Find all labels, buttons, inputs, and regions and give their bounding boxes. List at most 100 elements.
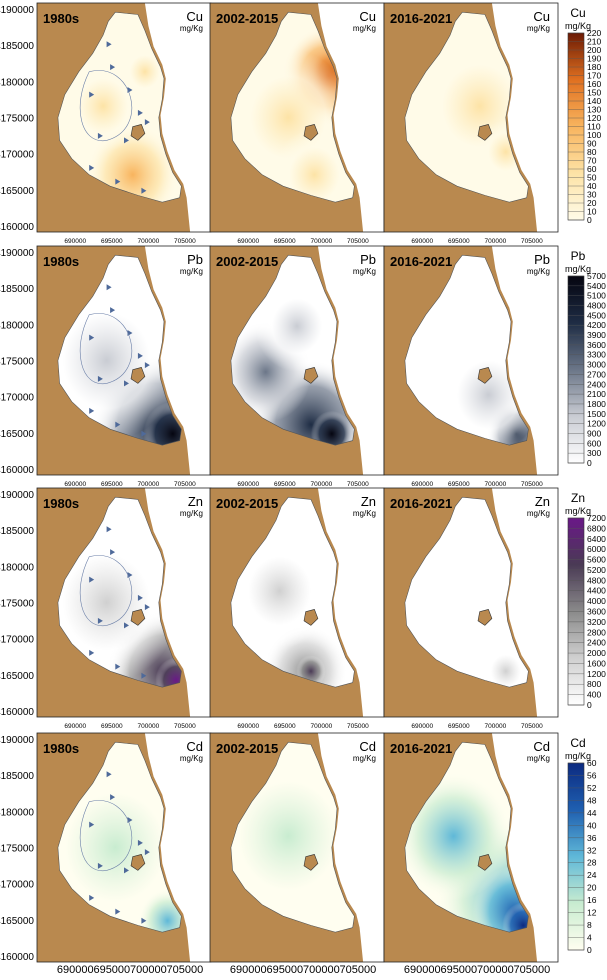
y-tick-label: 4190000 bbox=[0, 248, 34, 259]
current-arrow bbox=[106, 771, 112, 778]
colorbar-tick-label: 40 bbox=[587, 820, 597, 830]
colorbar-tick-label: 3000 bbox=[587, 360, 606, 370]
current-arrow bbox=[106, 284, 112, 291]
x-tick-label: 705000 bbox=[174, 238, 196, 245]
colorbar-tick-label: 2700 bbox=[587, 369, 606, 379]
x-tick-label: 700000 bbox=[311, 723, 333, 730]
y-tick-label: 4170000 bbox=[0, 150, 34, 161]
colorbar-tick-label: 2800 bbox=[587, 627, 606, 637]
colorbar-title: Zn bbox=[571, 491, 585, 505]
current-arrow bbox=[89, 821, 95, 828]
island bbox=[477, 609, 493, 626]
x-tick-label: 705000 bbox=[340, 964, 377, 976]
x-tick-label: 700000 bbox=[138, 723, 160, 730]
colorbar-tick-label: 160 bbox=[587, 79, 601, 89]
panel-frame bbox=[383, 245, 559, 476]
island bbox=[303, 367, 319, 384]
y-tick-label: 4165000 bbox=[0, 186, 34, 197]
colorbar-tick-label: 150 bbox=[587, 88, 601, 98]
colorbar-tick-label: 6400 bbox=[587, 534, 606, 544]
colorbar-tick-label: 7200 bbox=[587, 513, 606, 523]
sea-area bbox=[317, 733, 384, 962]
x-tick-label: 700000 bbox=[138, 481, 160, 488]
circulation-line bbox=[79, 70, 133, 141]
colorbar-tick-label: 28 bbox=[587, 858, 597, 868]
period-label: 2002-2015 bbox=[216, 741, 278, 756]
colorbar-tick-label: 1200 bbox=[587, 669, 606, 679]
current-arrow bbox=[89, 576, 95, 583]
colorbar-tick-label: 36 bbox=[587, 833, 597, 843]
concentration-contour bbox=[155, 657, 182, 688]
x-tick-label: 695000 bbox=[440, 964, 477, 976]
colorbar-cu: Cumg/Kg220210200190180170160150140130120… bbox=[565, 6, 601, 225]
colorbar-unit: mg/Kg bbox=[565, 21, 591, 31]
x-tick-label: 695000 bbox=[101, 238, 123, 245]
island bbox=[477, 124, 493, 141]
colorbar-tick-label: 4 bbox=[587, 933, 592, 943]
x-tick-label: 700000 bbox=[477, 964, 514, 976]
concentration-contour bbox=[310, 410, 353, 446]
unit-label: mg/Kg bbox=[180, 754, 203, 763]
colorbar-tick-label: 2400 bbox=[587, 638, 606, 648]
current-arrow bbox=[115, 421, 121, 428]
island bbox=[303, 854, 319, 871]
current-arrow bbox=[115, 663, 121, 670]
y-tick-label: 4180000 bbox=[0, 562, 34, 573]
colorbar-tick-label: 4200 bbox=[587, 320, 606, 330]
x-tick-label: 700000 bbox=[485, 481, 507, 488]
colorbar-bar bbox=[567, 275, 585, 464]
current-arrow bbox=[97, 375, 103, 382]
colorbar-tick-label: 100 bbox=[587, 130, 601, 140]
colorbar-tick-label: 220 bbox=[587, 28, 601, 38]
x-tick-label: 705000 bbox=[174, 723, 196, 730]
current-arrow bbox=[144, 362, 150, 369]
island bbox=[477, 854, 493, 871]
lagoon-outline bbox=[57, 741, 182, 933]
panel-frame bbox=[383, 732, 559, 963]
panel-frame bbox=[383, 487, 559, 718]
island bbox=[130, 854, 146, 871]
colorbar-tick-label: 0 bbox=[587, 700, 592, 710]
period-label: 2016-2021 bbox=[390, 11, 452, 26]
x-tick-label: 695000 bbox=[448, 238, 470, 245]
y-tick-label: 4190000 bbox=[0, 735, 34, 746]
x-tick-label: 695000 bbox=[266, 964, 303, 976]
y-tick-label: 4170000 bbox=[0, 880, 34, 891]
colorbar-tick-label: 2400 bbox=[587, 379, 606, 389]
period-label: 1980s bbox=[43, 496, 79, 511]
x-tick-label: 690000 bbox=[64, 723, 86, 730]
lagoon-outline bbox=[57, 254, 182, 446]
colorbar-tick-label: 120 bbox=[587, 113, 601, 123]
sea-area bbox=[144, 488, 211, 717]
colorbar-tick-label: 50 bbox=[587, 173, 597, 183]
x-tick-label: 690000 bbox=[64, 481, 86, 488]
current-arrow bbox=[124, 380, 129, 387]
colorbar-title: Cd bbox=[570, 736, 585, 750]
x-tick-label: 695000 bbox=[448, 481, 470, 488]
colorbar-tick-label: 44 bbox=[587, 808, 597, 818]
colorbar-tick-label: 16 bbox=[587, 895, 597, 905]
colorbar-tick-label: 5700 bbox=[587, 271, 606, 281]
y-tick-label: 4175000 bbox=[0, 357, 34, 368]
x-tick-label: 690000 bbox=[57, 964, 94, 976]
panel-frame bbox=[383, 2, 559, 233]
lagoon-outline bbox=[57, 11, 182, 203]
colorbar-tick-label: 130 bbox=[587, 105, 601, 115]
colorbar-tick-label: 5600 bbox=[587, 555, 606, 565]
y-tick-label: 4185000 bbox=[0, 284, 34, 295]
current-arrow bbox=[110, 549, 116, 556]
colorbar-tick-label: 0 bbox=[587, 458, 592, 468]
island bbox=[130, 124, 146, 141]
lagoon-outline bbox=[404, 496, 529, 688]
sea-area bbox=[317, 488, 384, 717]
x-tick-label: 700000 bbox=[311, 481, 333, 488]
current-arrow bbox=[137, 352, 143, 359]
current-arrow bbox=[89, 91, 95, 98]
colorbar-tick-label: 20 bbox=[587, 198, 597, 208]
current-arrow bbox=[124, 622, 129, 629]
sea-area bbox=[491, 733, 558, 962]
current-arrow bbox=[97, 132, 103, 139]
